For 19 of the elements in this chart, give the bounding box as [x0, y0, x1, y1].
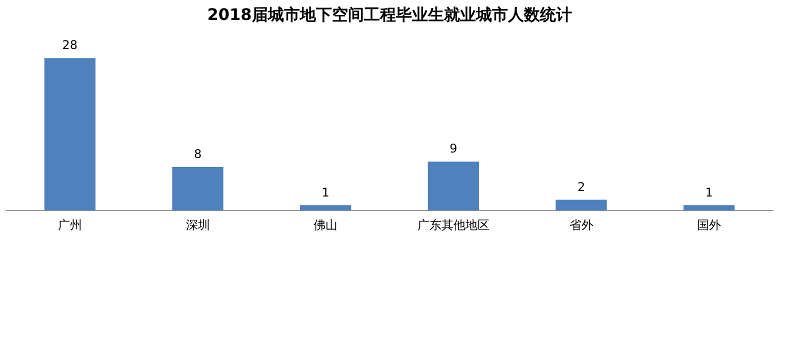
data-label: 28 — [62, 38, 78, 52]
bar — [44, 58, 96, 211]
data-label: 9 — [450, 142, 458, 156]
bar — [300, 205, 352, 211]
x-tick-label: 佛山 — [314, 218, 338, 232]
bar — [684, 205, 735, 211]
x-tick-label: 国外 — [697, 218, 722, 232]
bar — [556, 200, 607, 211]
data-label: 8 — [194, 147, 202, 162]
bar — [172, 167, 224, 211]
data-label: 1 — [705, 185, 713, 200]
x-tick-label: 深圳 — [186, 218, 210, 232]
x-tick-label: 广东其他地区 — [417, 218, 490, 232]
data-label: 1 — [322, 185, 330, 200]
x-tick-label: 广州 — [58, 218, 82, 232]
bar — [428, 162, 479, 211]
x-tick-label: 省外 — [569, 218, 594, 232]
data-label: 2 — [577, 180, 586, 194]
chart-title: 2018届城市地下空间工程毕业生就业城市人数统计 — [207, 4, 572, 24]
